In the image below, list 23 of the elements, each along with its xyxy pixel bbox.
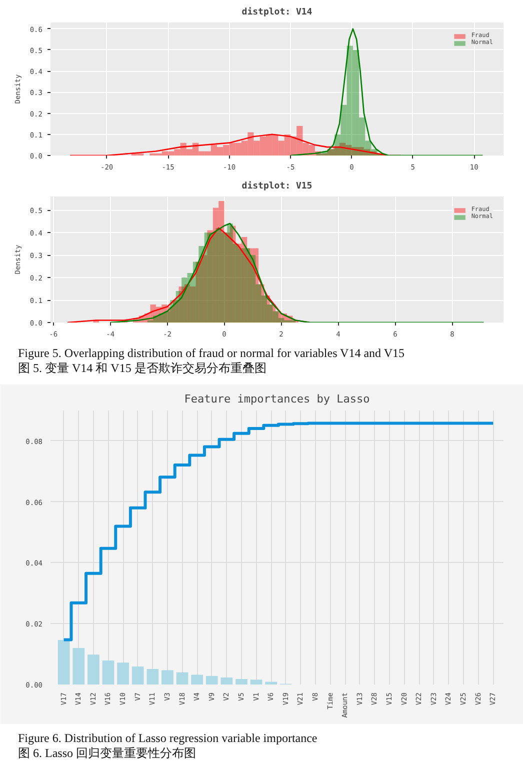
bar <box>117 662 129 685</box>
bar <box>102 660 114 685</box>
bar <box>72 648 85 685</box>
chart-title: Feature importances by Lasso <box>184 392 370 406</box>
line-series <box>110 222 484 322</box>
caption: 图 5. 变量 V14 和 V15 是否欺诈交易分布重叠图 <box>18 361 268 376</box>
chart-title: distplot: V14 <box>242 6 313 18</box>
bar <box>220 678 233 685</box>
bar <box>206 676 218 685</box>
chart-title: distplot: V15 <box>242 180 312 192</box>
caption: Figure 6. Distribution of Lasso regression variable importance <box>18 731 318 746</box>
caption: Figure 5. Overlapping distribution of fraud or normal for variables V14 and V15 <box>18 346 404 361</box>
caption: 图 6. Lasso 回归变量重要性分布图 <box>18 746 197 762</box>
bar <box>236 679 248 685</box>
bar <box>146 669 159 685</box>
bar <box>250 680 262 685</box>
bar <box>58 640 70 685</box>
bar <box>265 682 277 685</box>
bar <box>191 674 203 685</box>
bar <box>176 672 188 685</box>
bar <box>88 654 100 685</box>
bar <box>162 670 174 685</box>
bar <box>132 666 144 685</box>
